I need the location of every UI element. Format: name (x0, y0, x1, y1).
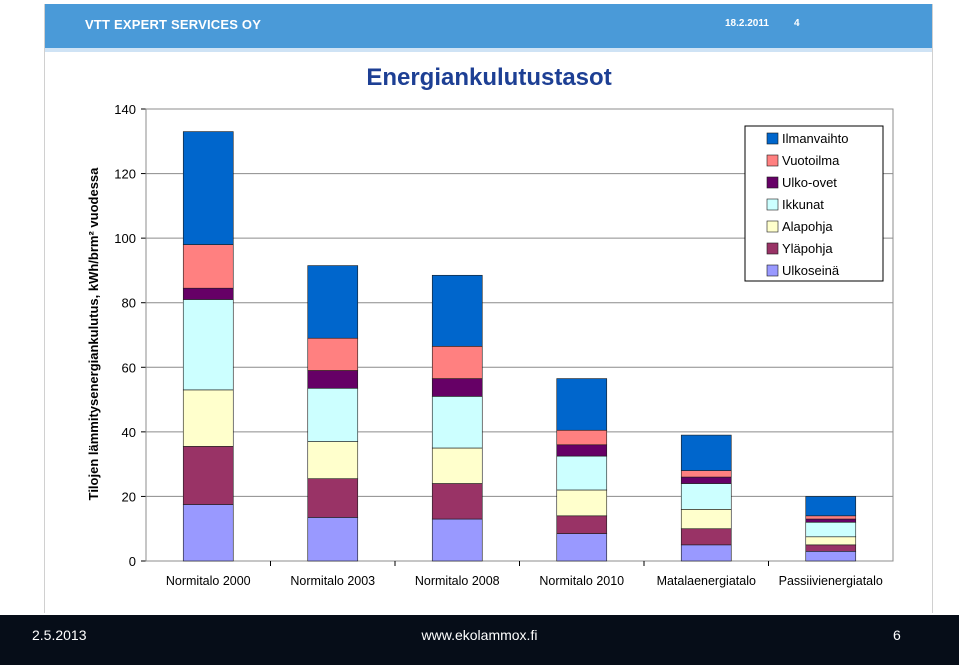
y-tick-label: 140 (114, 102, 136, 117)
footer-website: www.ekolammox.fi (421, 627, 538, 643)
legend-swatch (766, 132, 779, 145)
bar-segment (431, 274, 483, 347)
bar-segment (805, 544, 857, 552)
bar-segment (805, 536, 857, 546)
bar-segment (680, 483, 732, 510)
legend-label: Ikkunat (782, 197, 824, 212)
bar-segment (307, 265, 359, 339)
bar-segment (182, 244, 234, 289)
chart-title: Energiankulutustasot (366, 64, 611, 91)
bar-segment (556, 444, 608, 457)
x-tick-label: Normitalo 2008 (415, 574, 500, 588)
bar-segment (556, 533, 608, 562)
x-tick-label: Passiivienergiatalo (779, 574, 883, 588)
bar-segment (680, 509, 732, 530)
legend-label: Ulkoseinä (782, 263, 840, 278)
bar-segment (431, 345, 483, 379)
bar-segment (182, 287, 234, 300)
bar-segment (556, 429, 608, 446)
bar-segment (805, 551, 857, 562)
bar-segment (805, 521, 857, 538)
stacked-bar-chart: Energiankulutustasot 0 20 40 60 80 100 120 140 N… (86, 64, 894, 588)
footer-page-number: 6 (893, 627, 901, 643)
legend-swatch (766, 264, 779, 277)
bar-segment (805, 515, 857, 520)
legend: Ilmanvaihto Vuotoilma Ulko-ovet Ikkunat Alap… (744, 125, 884, 282)
bar-segment (556, 515, 608, 534)
legend-label: Alapohja (782, 219, 833, 234)
slide-date: 18.2.2011 (725, 18, 769, 29)
bar-segment (805, 496, 857, 517)
bar-segment (307, 337, 359, 371)
slide-page-number: 4 (794, 18, 800, 29)
company-name: VTT EXPERT SERVICES OY (85, 17, 262, 32)
bar-segment (556, 378, 608, 431)
bar-segment (680, 476, 732, 484)
y-tick-label: 120 (114, 167, 136, 182)
bar-segment (431, 483, 483, 520)
bar-segment (307, 517, 359, 562)
legend-swatch (766, 176, 779, 189)
bar-segment (307, 441, 359, 479)
bar-segment (431, 518, 483, 562)
bar-segment (182, 446, 234, 505)
y-tick-label: 80 (122, 296, 136, 311)
y-tick-label: 60 (122, 360, 136, 375)
bar-segment (431, 396, 483, 449)
y-tick-label: 0 (129, 554, 136, 569)
legend-swatch (766, 198, 779, 211)
x-tick-label: Matalaenergiatalo (657, 574, 756, 588)
legend-swatch (766, 154, 779, 167)
y-tick-label: 20 (122, 489, 136, 504)
y-tick-label: 40 (122, 425, 136, 440)
legend-swatch (766, 242, 779, 255)
bar-segment (680, 434, 732, 471)
bar-segment (556, 489, 608, 517)
x-tick-label: Normitalo 2003 (290, 574, 375, 588)
footer-bar: 2.5.2013 www.ekolammox.fi 6 (0, 615, 959, 665)
bar-segment (680, 470, 732, 478)
legend-swatch (766, 220, 779, 233)
bar-segment (680, 528, 732, 546)
bar-segment (680, 544, 732, 562)
y-axis-label: Tilojen lämmitysenergiankulutus, kWh/brm… (86, 167, 101, 501)
legend-label: Vuotoilma (782, 153, 840, 168)
legend-label: Ilmanvaihto (782, 131, 848, 146)
legend-label: Yläpohja (782, 241, 833, 256)
x-tick-label: Normitalo 2010 (539, 574, 624, 588)
plot-area: 0 20 40 60 80 100 120 140 Normitalo 2000 Normital… (114, 102, 894, 588)
slide-header-bar: VTT EXPERT SERVICES OY 18.2.2011 4 (45, 4, 932, 52)
footer-date: 2.5.2013 (32, 627, 87, 643)
legend-label: Ulko-ovet (782, 175, 837, 190)
bar-segment (307, 387, 359, 442)
y-tick-label: 100 (114, 231, 136, 246)
bar-segment (556, 455, 608, 491)
bar-segment (182, 389, 234, 447)
bar-segment (182, 299, 234, 391)
bar-segment (431, 447, 483, 484)
bar-segment (182, 504, 234, 562)
bar-segment (307, 370, 359, 389)
bar-segment (182, 131, 234, 245)
x-tick-label: Normitalo 2000 (166, 574, 251, 588)
bar-segment (307, 478, 359, 518)
bar-segment (805, 518, 857, 523)
bar-segment (431, 378, 483, 397)
